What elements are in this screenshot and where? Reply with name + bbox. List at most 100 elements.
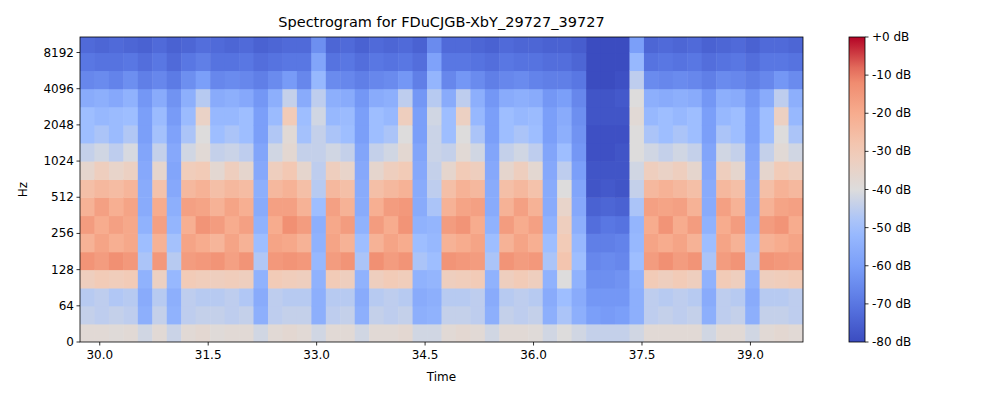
cell — [745, 252, 760, 270]
cell — [557, 288, 572, 306]
cell — [340, 89, 355, 108]
cell — [254, 107, 269, 126]
cell — [687, 71, 702, 90]
cell — [109, 107, 124, 126]
cell — [326, 179, 341, 197]
cell — [210, 37, 225, 53]
cell — [543, 252, 558, 270]
x-tick — [425, 342, 426, 346]
cell — [760, 197, 775, 216]
cell — [644, 161, 659, 180]
cell — [456, 71, 471, 90]
cell — [384, 89, 399, 108]
chart: 30.031.533.034.536.037.539.0064128256512… — [0, 0, 1000, 400]
cell — [716, 71, 731, 90]
cell — [543, 89, 558, 108]
cell — [470, 179, 485, 197]
cell — [282, 179, 297, 197]
cell — [369, 216, 384, 234]
y-tick — [77, 52, 81, 53]
cell — [427, 233, 442, 252]
cell — [210, 270, 225, 289]
cell — [196, 288, 211, 306]
cell — [470, 270, 485, 289]
cell — [687, 324, 702, 342]
cell — [442, 107, 457, 126]
cell — [369, 252, 384, 270]
cell — [196, 143, 211, 162]
cell — [340, 197, 355, 216]
cell — [268, 324, 283, 342]
cell — [398, 233, 413, 252]
cell — [601, 324, 616, 342]
cell — [196, 306, 211, 325]
cell — [413, 197, 428, 216]
cell — [572, 288, 587, 306]
cell — [774, 270, 789, 289]
cell — [673, 233, 688, 252]
cell — [355, 306, 370, 325]
cell — [80, 179, 95, 197]
cell — [557, 306, 572, 325]
cell — [355, 161, 370, 180]
cell — [181, 71, 196, 90]
cell — [789, 216, 803, 234]
cell — [326, 107, 341, 126]
cell — [774, 288, 789, 306]
cell — [731, 288, 746, 306]
cell — [384, 252, 399, 270]
cell — [514, 216, 529, 234]
cell — [225, 143, 240, 162]
cell — [615, 125, 630, 144]
cell — [427, 179, 442, 197]
cell — [702, 53, 717, 72]
cell — [442, 306, 457, 325]
cell — [644, 107, 659, 126]
cell — [254, 53, 269, 72]
cell — [543, 71, 558, 90]
cell — [644, 233, 659, 252]
cell — [470, 53, 485, 72]
cell — [384, 53, 399, 72]
y-tick — [77, 161, 81, 162]
cell — [470, 107, 485, 126]
cell — [340, 179, 355, 197]
cell — [427, 107, 442, 126]
cell — [210, 252, 225, 270]
cell — [485, 107, 500, 126]
x-tick-label: 31.5 — [195, 348, 222, 362]
cell — [745, 125, 760, 144]
cell — [789, 197, 803, 216]
cell — [254, 216, 269, 234]
cell — [499, 324, 514, 342]
colorbar-tick-label: -60 dB — [872, 259, 911, 273]
cell — [615, 37, 630, 53]
cell — [572, 252, 587, 270]
cell — [268, 306, 283, 325]
cell — [760, 53, 775, 72]
cell — [644, 306, 659, 325]
colorbar-tick — [865, 342, 869, 343]
cell — [543, 53, 558, 72]
cell — [268, 270, 283, 289]
cell — [470, 71, 485, 90]
x-tick-label: 30.0 — [86, 348, 113, 362]
cell — [167, 197, 182, 216]
cell — [413, 161, 428, 180]
cell — [673, 216, 688, 234]
cell — [760, 71, 775, 90]
cell — [210, 89, 225, 108]
cell — [760, 89, 775, 108]
cell — [615, 143, 630, 162]
cell — [557, 143, 572, 162]
cell — [514, 107, 529, 126]
cell — [282, 252, 297, 270]
cell — [601, 89, 616, 108]
cell — [514, 71, 529, 90]
cell — [94, 89, 109, 108]
x-tick — [208, 342, 209, 346]
cell — [629, 233, 644, 252]
cell — [557, 125, 572, 144]
cell — [254, 288, 269, 306]
cell — [760, 288, 775, 306]
